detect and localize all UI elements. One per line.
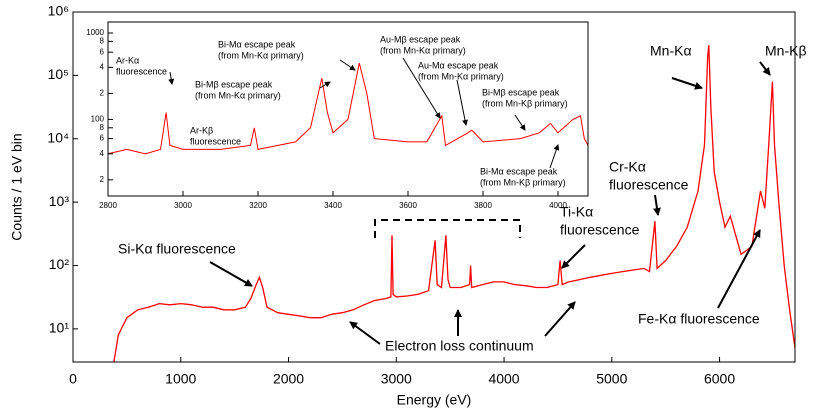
inset-background (108, 22, 588, 196)
y-tick-label: 2 (100, 175, 105, 184)
annotation: fluorescence (560, 222, 640, 238)
annotation: (from Mn-Kα primary) (418, 71, 504, 81)
annotation: Mn-Kα (650, 43, 692, 59)
x-tick-label: 3000 (381, 371, 412, 387)
y-axis-label: Counts / 1 eV bin (9, 133, 25, 240)
annotation: Electron loss continuum (385, 338, 534, 354)
spectrum-line (108, 62, 588, 155)
y-tick-label: 10² (49, 256, 70, 272)
y-tick-label: 6 (100, 134, 105, 143)
y-tick-label: 10³ (49, 193, 70, 209)
annotation: Cr-Kα (609, 159, 646, 175)
annotation: Au-Mα escape peak (418, 60, 499, 70)
annotation-arrows (209, 61, 771, 345)
y-tick-label: 100 (91, 115, 105, 124)
annotation: Ar-Kα (116, 55, 139, 65)
annotation: (from Mn-Kβ primary) (480, 177, 566, 187)
x-tick-label: 4000 (488, 371, 519, 387)
x-tick-label: 1000 (165, 371, 196, 387)
x-tick-label: 3400 (324, 201, 342, 210)
x-tick-label: 6000 (704, 371, 735, 387)
x-axis-label: Energy (eV) (397, 392, 472, 408)
inset: 2800 3000 3200 3400 3600 3800 4000246810024681… (86, 21, 589, 210)
y-tick-label: 10⁶ (48, 3, 69, 19)
x-tick-label: 5000 (596, 371, 627, 387)
x-tick-label: 3600 (399, 201, 417, 210)
plot-frame (107, 21, 589, 197)
annotation: fluorescence (116, 66, 167, 76)
x-tick-label: 0 (69, 371, 77, 387)
y-tick-label: 4 (100, 149, 105, 158)
y-tick-label: 10¹ (49, 320, 70, 336)
y-tick-label: 10⁴ (47, 129, 69, 145)
y-tick-label: 2 (100, 89, 105, 98)
annotation: (from Mn-Kα primary) (380, 45, 466, 55)
annotation: Mn-Kβ (765, 43, 807, 59)
annotation: fluorescence (609, 177, 689, 193)
x-tick-label: 4000 (549, 201, 567, 210)
annotation: Bi-Mβ escape peak (482, 87, 560, 97)
y-tick-label: 8 (100, 36, 105, 45)
main-plot: 0 1000 2000 3000 4000 5000 6000 10¹ 10² 10³ 10⁴ 10⁵… (9, 3, 807, 408)
plot-frame (72, 11, 796, 363)
annotation: fluorescence (190, 136, 241, 146)
annotation: Si-Kα fluorescence (118, 241, 236, 257)
y-tick-label: 1000 (86, 28, 104, 37)
annotation: Fe-Kα fluorescence (638, 311, 760, 327)
annotation: Bi-Mα escape peak (480, 166, 558, 176)
x-tick-label: 3000 (174, 201, 192, 210)
inset-arrows (168, 57, 560, 169)
y-tick-label: 6 (100, 47, 105, 56)
x-tick-label: 2800 (99, 201, 117, 210)
annotation: (from Mn-Kα primary) (218, 50, 304, 60)
spectrum-line (113, 45, 795, 362)
y-tick-label: 4 (100, 62, 105, 71)
annotation: Bi-Mα escape peak (218, 39, 296, 49)
annotation: (from Mn-Kα primary) (195, 90, 281, 100)
x-tick-label: 3200 (249, 201, 267, 210)
annotation: Ar-Kβ (190, 125, 213, 135)
annotation: Au-Mβ escape peak (380, 34, 461, 44)
annotation: Bi-Mβ escape peak (195, 79, 273, 89)
x-tick-label: 2000 (273, 371, 304, 387)
y-tick-label: 10⁵ (48, 66, 69, 82)
annotation: (from Mn-Kβ primary) (482, 98, 568, 108)
annotation: Ti-Kα (560, 204, 593, 220)
x-tick-label: 3800 (474, 201, 492, 210)
y-tick-label: 8 (100, 123, 105, 132)
